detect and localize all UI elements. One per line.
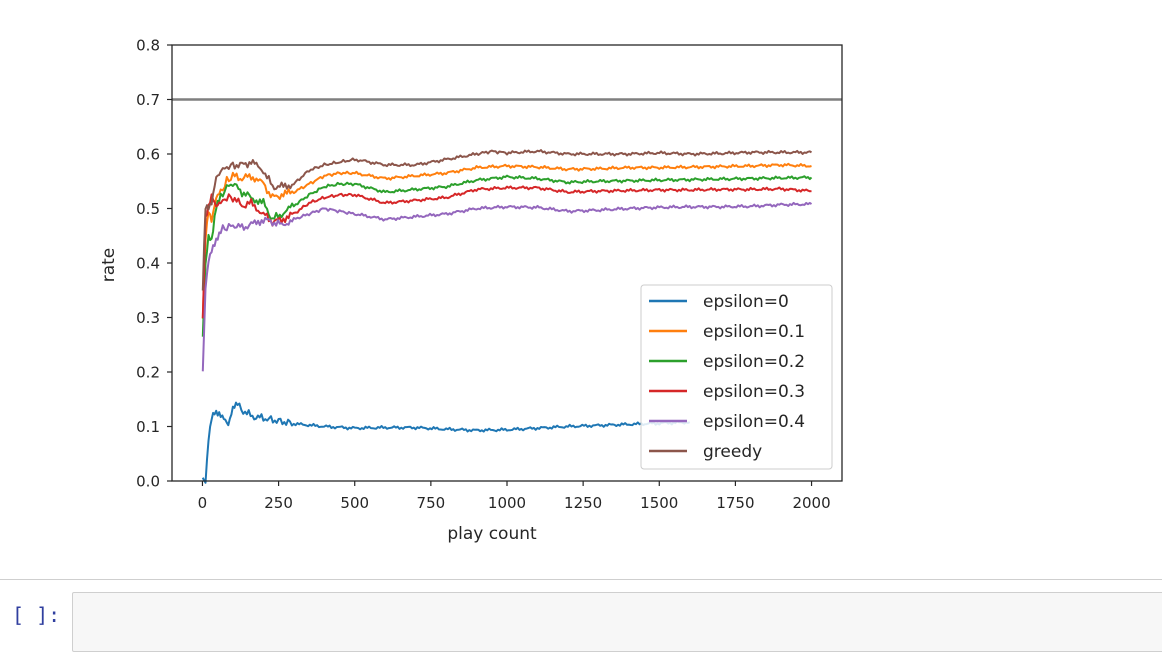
legend-label: epsilon=0.2	[703, 352, 805, 372]
legend-label: epsilon=0.4	[703, 412, 805, 432]
legend-label: epsilon=0.3	[703, 382, 805, 402]
y-tick-label: 0.7	[136, 91, 160, 109]
legend-box	[640, 284, 833, 470]
legend-label: epsilon=0	[703, 292, 789, 312]
y-axis-label: rate	[99, 248, 119, 283]
x-tick-label: 750	[417, 494, 446, 512]
x-tick-label: 250	[264, 494, 293, 512]
cell-separator	[0, 579, 1162, 580]
y-tick-label: 0.6	[136, 146, 160, 164]
series-line-epsilon-0-2	[201, 174, 813, 337]
x-tick-label: 0	[198, 494, 208, 512]
cell-prompt: [ ]:	[12, 603, 61, 627]
y-tick-label: 0.8	[136, 37, 160, 55]
legend-label: greedy	[703, 442, 762, 462]
y-tick-label: 0.5	[136, 200, 160, 218]
y-tick-label: 0.1	[136, 418, 160, 436]
chart: 0 250 500 750 1000 1250 1500 1750 2000 0.0 0.1 0.2 0…	[99, 37, 843, 544]
series-line-epsilon-0-3	[201, 185, 812, 319]
y-tick-label: 0.2	[136, 364, 160, 382]
y-tick-label: 0.3	[136, 309, 160, 327]
series-line-epsilon-0-4	[201, 201, 813, 372]
x-axis-label: play count	[447, 524, 537, 544]
x-tick-label: 500	[340, 494, 369, 512]
y-tick-label: 0.4	[136, 255, 160, 273]
series-line-greedy	[201, 149, 813, 291]
x-tick-label: 1500	[640, 494, 678, 512]
legend-label: epsilon=0.1	[703, 322, 805, 342]
series-line-epsilon-0-1	[201, 162, 812, 319]
code-cell-input[interactable]	[72, 592, 1162, 652]
x-tick-label: 1000	[488, 494, 526, 512]
x-tick-label: 1250	[564, 494, 602, 512]
x-tick-label: 2000	[792, 494, 830, 512]
series-line-epsilon-0	[201, 401, 691, 484]
y-tick-label: 0.0	[136, 473, 160, 491]
x-tick-label: 1750	[716, 494, 754, 512]
